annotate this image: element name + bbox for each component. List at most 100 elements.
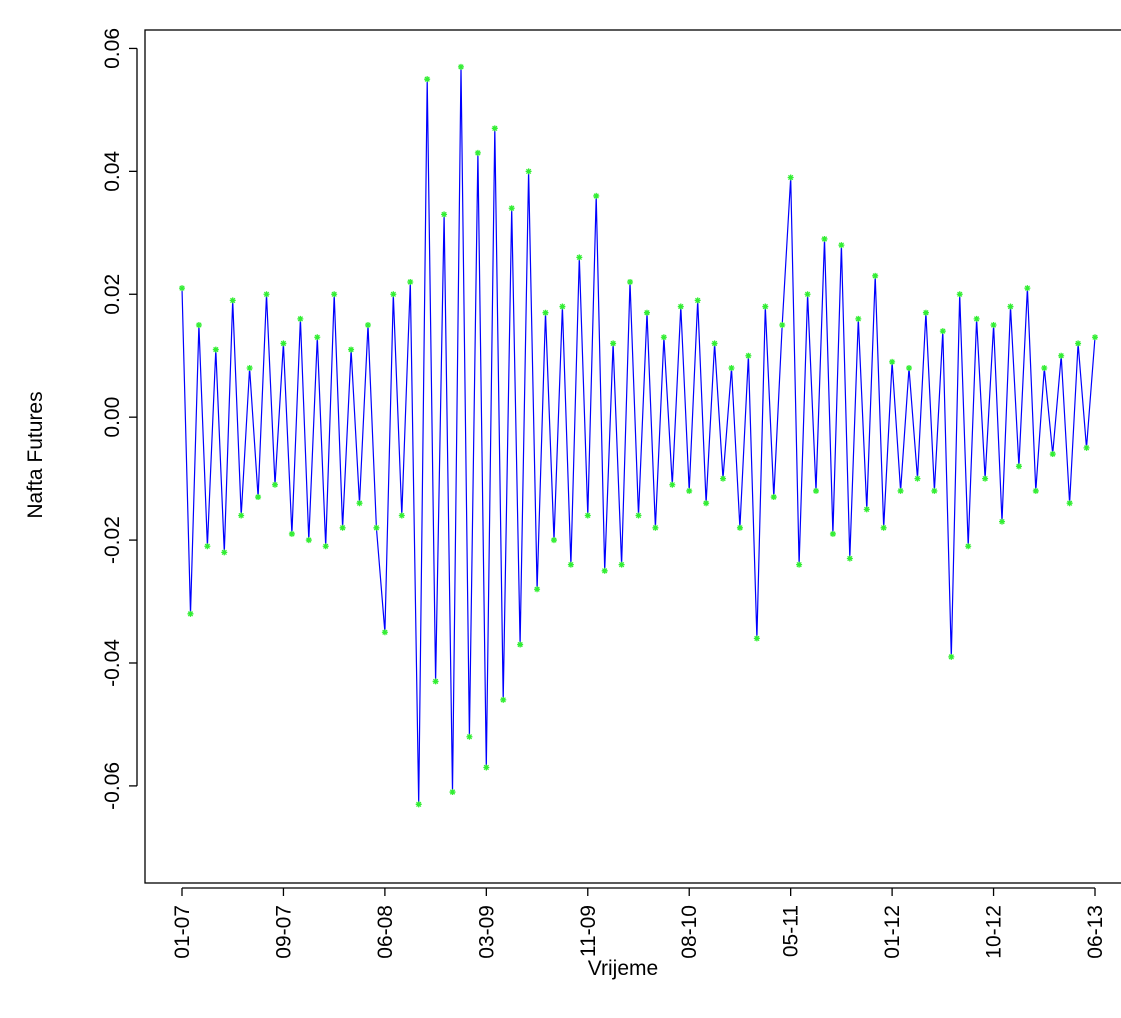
data-point	[534, 586, 541, 593]
data-point	[643, 309, 650, 316]
y-axis-label: Nafta Futures	[24, 391, 47, 518]
data-point	[652, 524, 659, 531]
data-point	[635, 512, 642, 519]
data-point	[567, 561, 574, 568]
data-point	[1041, 365, 1048, 372]
data-point	[1092, 334, 1098, 341]
data-point	[990, 321, 997, 328]
data-point	[753, 635, 760, 642]
data-point	[1083, 444, 1090, 451]
data-point	[424, 76, 431, 83]
data-point	[779, 321, 786, 328]
data-point	[263, 291, 270, 298]
data-point	[821, 235, 828, 242]
y-tick-label: -0.04	[101, 639, 124, 687]
data-point	[728, 365, 735, 372]
data-point	[542, 309, 549, 316]
data-point	[922, 309, 929, 316]
data-point	[381, 629, 388, 636]
data-point	[195, 321, 202, 328]
data-point	[483, 764, 490, 771]
data-point	[931, 487, 938, 494]
data-point	[432, 678, 439, 685]
data-point	[415, 801, 422, 808]
data-point	[280, 340, 287, 347]
data-point	[897, 487, 904, 494]
data-point	[407, 278, 414, 285]
data-point	[593, 192, 600, 199]
data-point	[762, 303, 769, 310]
x-axis-label: Vrijeme	[588, 957, 658, 980]
data-point	[271, 481, 278, 488]
data-point	[1007, 303, 1014, 310]
data-point	[914, 475, 921, 482]
data-point	[601, 567, 608, 574]
data-point	[517, 641, 524, 648]
data-point	[559, 303, 566, 310]
data-point	[491, 125, 498, 132]
x-tick-label: 01-07	[171, 905, 194, 959]
data-point	[584, 512, 591, 519]
data-point	[297, 315, 304, 322]
data-point	[525, 168, 532, 175]
data-point	[1015, 463, 1022, 470]
data-point	[441, 211, 448, 218]
data-point	[187, 610, 194, 617]
data-point	[364, 321, 371, 328]
data-point	[229, 297, 236, 304]
plot-frame	[144, 29, 1121, 884]
data-point	[1032, 487, 1039, 494]
data-point	[212, 346, 219, 353]
data-point	[627, 278, 634, 285]
x-tick-label: 06-08	[374, 905, 397, 959]
data-point	[720, 475, 727, 482]
data-point	[500, 696, 507, 703]
data-point	[796, 561, 803, 568]
y-tick-label: -0.02	[101, 516, 124, 564]
data-point	[255, 494, 262, 501]
data-point	[813, 487, 820, 494]
data-point	[889, 358, 896, 365]
data-point	[838, 242, 845, 249]
data-point	[610, 340, 617, 347]
data-point	[390, 291, 397, 298]
data-point	[305, 537, 312, 544]
data-point	[457, 63, 464, 70]
x-tick-label: 09-07	[272, 905, 295, 959]
data-point	[973, 315, 980, 322]
data-point	[787, 174, 794, 181]
data-point	[348, 346, 355, 353]
data-point	[449, 789, 456, 796]
y-tick-label: 0.02	[101, 274, 124, 315]
data-point	[373, 524, 380, 531]
x-tick-label: 03-09	[475, 905, 498, 959]
data-point	[939, 328, 946, 335]
data-point	[770, 494, 777, 501]
data-point	[221, 549, 228, 556]
data-point	[1024, 285, 1031, 292]
data-point	[686, 487, 693, 494]
data-point	[711, 340, 718, 347]
data-point	[669, 481, 676, 488]
series-line	[181, 66, 1096, 805]
x-tick-label: 08-10	[678, 905, 701, 959]
data-point	[1049, 451, 1056, 458]
x-tick-label: 01-12	[881, 905, 904, 959]
data-point	[204, 543, 211, 550]
y-tick-label: 0.06	[101, 28, 124, 69]
data-point	[703, 500, 710, 507]
data-point	[745, 352, 752, 359]
data-point	[660, 334, 667, 341]
data-point	[576, 254, 583, 261]
y-tick-label: -0.06	[101, 762, 124, 810]
data-point	[550, 537, 557, 544]
data-point	[956, 291, 963, 298]
data-point	[736, 524, 743, 531]
data-point	[322, 543, 329, 550]
data-point	[508, 205, 515, 212]
data-point	[829, 530, 836, 537]
x-tick-label: 05-11	[780, 905, 803, 957]
data-point	[1058, 352, 1065, 359]
data-point	[999, 518, 1006, 525]
data-point	[356, 500, 363, 507]
